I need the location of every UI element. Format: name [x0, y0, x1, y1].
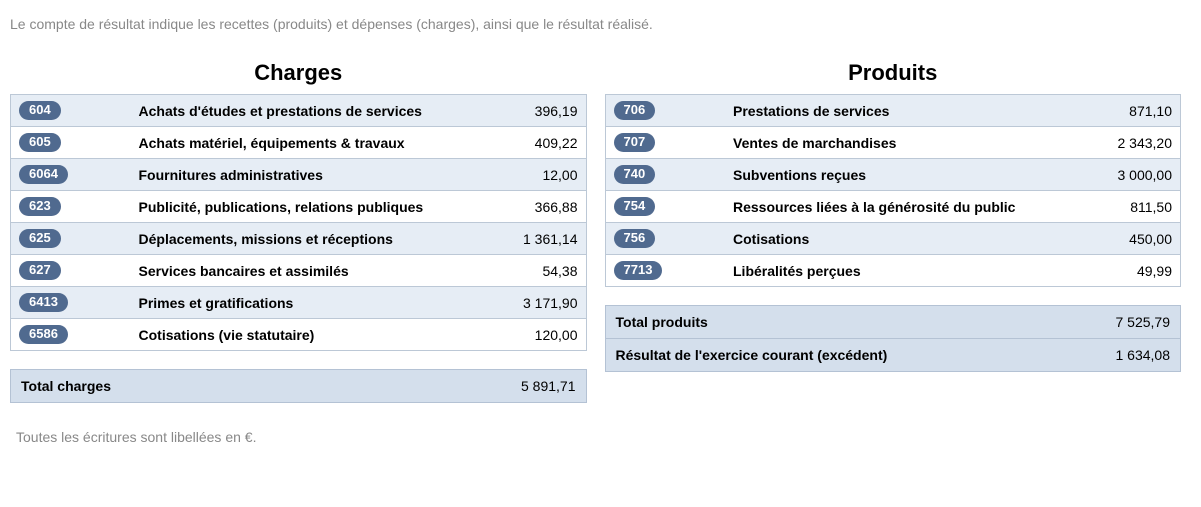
account-code-pill: 706 [614, 101, 656, 120]
account-code-pill: 754 [614, 197, 656, 216]
account-label: Ressources liées à la générosité du publ… [725, 191, 1081, 223]
account-amount: 54,38 [486, 255, 586, 287]
account-code-pill: 6413 [19, 293, 68, 312]
account-code-cell: 706 [605, 95, 725, 127]
account-label: Fournitures administratives [131, 159, 487, 191]
two-column-layout: Charges 604 Achats d'études et prestation… [10, 50, 1181, 403]
table-row: 754 Ressources liées à la générosité du p… [605, 191, 1181, 223]
account-code-cell: 7713 [605, 255, 725, 287]
table-row: 625 Déplacements, missions et réceptions1… [11, 223, 587, 255]
table-row: 627 Services bancaires et assimilés54,38 [11, 255, 587, 287]
account-amount: 409,22 [486, 127, 586, 159]
table-row: 756 Cotisations450,00 [605, 223, 1181, 255]
totals-label: Total produits [605, 306, 1061, 339]
table-row: 605 Achats matériel, équipements & travau… [11, 127, 587, 159]
totals-amount: 1 634,08 [1061, 339, 1181, 372]
account-code-pill: 604 [19, 101, 61, 120]
account-label: Libéralités perçues [725, 255, 1081, 287]
charges-heading: Charges [10, 60, 587, 86]
account-code-cell: 754 [605, 191, 725, 223]
account-amount: 12,00 [486, 159, 586, 191]
account-label: Ventes de marchandises [725, 127, 1081, 159]
account-amount: 2 343,20 [1081, 127, 1181, 159]
account-code-pill: 740 [614, 165, 656, 184]
produits-table: 706 Prestations de services871,10 707 Vente… [605, 94, 1182, 287]
account-code-cell: 6586 [11, 319, 131, 351]
produits-column: Produits 706 Prestations de services871,1… [605, 50, 1182, 403]
account-label: Achats d'études et prestations de servic… [131, 95, 487, 127]
table-row: 707 Ventes de marchandises2 343,20 [605, 127, 1181, 159]
account-code-cell: 605 [11, 127, 131, 159]
account-label: Services bancaires et assimilés [131, 255, 487, 287]
account-code-cell: 756 [605, 223, 725, 255]
account-code-cell: 6064 [11, 159, 131, 191]
account-code-pill: 7713 [614, 261, 663, 280]
charges-table: 604 Achats d'études et prestations de ser… [10, 94, 587, 351]
totals-label: Résultat de l'exercice courant (excédent… [605, 339, 1061, 372]
charges-column: Charges 604 Achats d'études et prestation… [10, 50, 587, 403]
table-row: 706 Prestations de services871,10 [605, 95, 1181, 127]
account-code-cell: 625 [11, 223, 131, 255]
totals-label: Total charges [11, 370, 467, 403]
account-label: Publicité, publications, relations publi… [131, 191, 487, 223]
intro-text: Le compte de résultat indique les recett… [10, 16, 1181, 32]
totals-amount: 7 525,79 [1061, 306, 1181, 339]
account-label: Déplacements, missions et réceptions [131, 223, 487, 255]
account-amount: 120,00 [486, 319, 586, 351]
account-amount: 811,50 [1081, 191, 1181, 223]
account-code-cell: 604 [11, 95, 131, 127]
account-label: Subventions reçues [725, 159, 1081, 191]
totals-row: Total charges5 891,71 [11, 370, 587, 403]
charges-table-body: 604 Achats d'études et prestations de ser… [11, 95, 587, 351]
account-amount: 450,00 [1081, 223, 1181, 255]
account-code-cell: 627 [11, 255, 131, 287]
account-code-pill: 6064 [19, 165, 68, 184]
produits-totals-body: Total produits7 525,79Résultat de l'exer… [605, 306, 1181, 372]
account-label: Primes et gratifications [131, 287, 487, 319]
account-code-pill: 627 [19, 261, 61, 280]
account-amount: 49,99 [1081, 255, 1181, 287]
account-label: Prestations de services [725, 95, 1081, 127]
footnote-text: Toutes les écritures sont libellées en €… [16, 429, 1181, 445]
table-row: 6064 Fournitures administratives12,00 [11, 159, 587, 191]
totals-amount: 5 891,71 [466, 370, 586, 403]
account-amount: 1 361,14 [486, 223, 586, 255]
account-amount: 3 000,00 [1081, 159, 1181, 191]
account-amount: 3 171,90 [486, 287, 586, 319]
charges-totals-body: Total charges5 891,71 [11, 370, 587, 403]
account-code-pill: 605 [19, 133, 61, 152]
account-code-pill: 756 [614, 229, 656, 248]
produits-table-body: 706 Prestations de services871,10 707 Vente… [605, 95, 1181, 287]
account-amount: 871,10 [1081, 95, 1181, 127]
account-code-pill: 625 [19, 229, 61, 248]
table-row: 6586 Cotisations (vie statutaire)120,00 [11, 319, 587, 351]
table-row: 6413 Primes et gratifications3 171,90 [11, 287, 587, 319]
account-code-cell: 623 [11, 191, 131, 223]
account-code-pill: 623 [19, 197, 61, 216]
account-code-cell: 740 [605, 159, 725, 191]
account-label: Cotisations [725, 223, 1081, 255]
table-row: 7713 Libéralités perçues49,99 [605, 255, 1181, 287]
produits-totals-table: Total produits7 525,79Résultat de l'exer… [605, 305, 1182, 372]
table-row: 604 Achats d'études et prestations de ser… [11, 95, 587, 127]
charges-totals-table: Total charges5 891,71 [10, 369, 587, 403]
produits-heading: Produits [605, 60, 1182, 86]
table-row: 623 Publicité, publications, relations pu… [11, 191, 587, 223]
account-code-cell: 6413 [11, 287, 131, 319]
table-row: 740 Subventions reçues3 000,00 [605, 159, 1181, 191]
account-code-cell: 707 [605, 127, 725, 159]
account-code-pill: 6586 [19, 325, 68, 344]
totals-row: Résultat de l'exercice courant (excédent… [605, 339, 1181, 372]
account-amount: 396,19 [486, 95, 586, 127]
totals-row: Total produits7 525,79 [605, 306, 1181, 339]
account-label: Achats matériel, équipements & travaux [131, 127, 487, 159]
account-amount: 366,88 [486, 191, 586, 223]
account-label: Cotisations (vie statutaire) [131, 319, 487, 351]
account-code-pill: 707 [614, 133, 656, 152]
